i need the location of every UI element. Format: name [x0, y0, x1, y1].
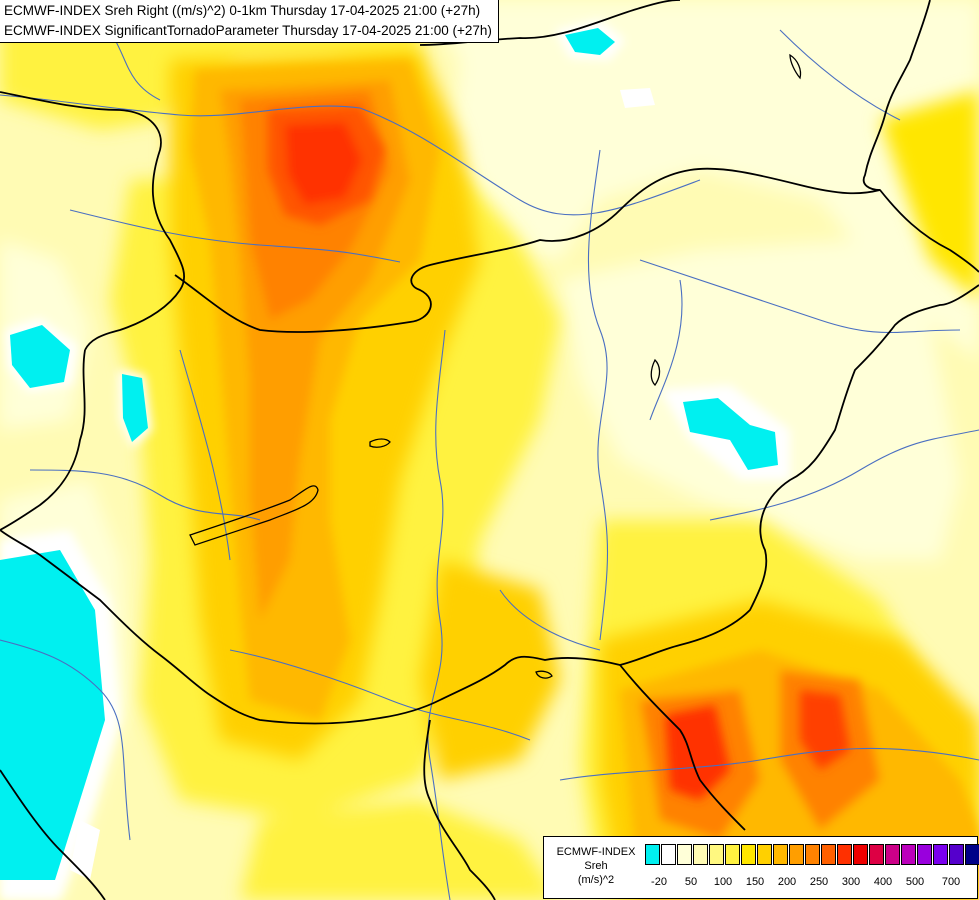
header-line-srh: ECMWF-INDEX Sreh Right ((m/s)^2) 0-1km T…	[4, 3, 481, 18]
legend-tick-label: 150	[745, 876, 765, 888]
legend-swatch	[661, 844, 676, 865]
legend-title: ECMWF-INDEX Sreh (m/s)^2	[548, 845, 644, 887]
legend-swatch	[725, 844, 740, 865]
legend-tick-label: 300	[841, 876, 861, 888]
legend-swatch	[853, 844, 868, 865]
legend-swatch	[709, 844, 724, 865]
legend-swatch	[901, 844, 916, 865]
legend-swatch	[677, 844, 692, 865]
legend-tick-label: 50	[684, 876, 698, 888]
header-line-stp: ECMWF-INDEX SignificantTornadoParameter …	[4, 23, 492, 38]
rivers	[0, 19, 979, 900]
legend-title-line: Sreh	[584, 860, 608, 872]
legend-tick-label: -20	[651, 876, 667, 888]
legend-swatch	[869, 844, 884, 865]
legend-swatches	[645, 844, 979, 865]
legend-swatch	[693, 844, 708, 865]
legend-swatch	[789, 844, 804, 865]
legend-tick-label: 200	[777, 876, 797, 888]
legend-swatch	[645, 844, 660, 865]
legend-swatch	[741, 844, 756, 865]
legend-swatch	[933, 844, 948, 865]
legend-swatch	[949, 844, 964, 865]
legend-swatch	[965, 844, 979, 865]
legend-swatch	[885, 844, 900, 865]
legend-swatch	[837, 844, 852, 865]
legend-tick-label: 100	[713, 876, 733, 888]
color-legend: ECMWF-INDEX Sreh (m/s)^2 -20 50 100 150 200 2…	[543, 836, 979, 899]
legend-swatch	[917, 844, 932, 865]
legend-tick-label: 500	[905, 876, 925, 888]
lakes	[189, 53, 802, 679]
map-header: ECMWF-INDEX Sreh Right ((m/s)^2) 0-1km T…	[0, 0, 499, 43]
legend-title-line: ECMWF-INDEX	[556, 846, 636, 858]
field-negative	[0, 20, 790, 900]
legend-swatch	[821, 844, 836, 865]
legend-ticks: -20 50 100 150 200 250 300 400 500 700	[645, 875, 975, 889]
legend-swatch	[805, 844, 820, 865]
legend-swatch	[757, 844, 772, 865]
legend-tick-label: 250	[809, 876, 829, 888]
legend-tick-label: 700	[941, 876, 961, 888]
legend-swatch	[773, 844, 788, 865]
legend-tick-label: 400	[873, 876, 893, 888]
legend-title-line: (m/s)^2	[577, 874, 615, 886]
